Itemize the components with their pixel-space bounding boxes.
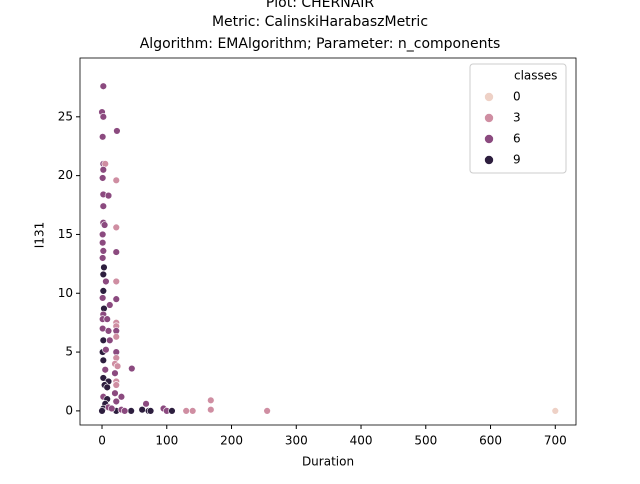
point: [117, 393, 126, 401]
point: [127, 407, 135, 415]
point: [99, 202, 108, 210]
legend-marker: [484, 155, 494, 165]
point: [99, 287, 108, 295]
point: [98, 254, 107, 262]
x-tick-label: 600: [479, 434, 502, 448]
point: [98, 238, 107, 247]
x-axis-label: Duration: [302, 455, 354, 469]
point: [102, 346, 110, 354]
point: [113, 127, 121, 135]
point: [100, 263, 108, 272]
point: [112, 277, 120, 286]
legend-box: [469, 63, 567, 174]
legend-label: 3: [513, 111, 521, 125]
point: [99, 336, 108, 345]
point: [99, 113, 108, 121]
legend-marker: [484, 134, 494, 144]
point: [99, 166, 108, 174]
axes-frame: [79, 57, 577, 426]
point: [146, 407, 155, 415]
point: [112, 295, 120, 303]
point: [99, 356, 108, 365]
x-tick-label: 200: [220, 434, 243, 448]
point: [100, 221, 109, 229]
point: [112, 397, 120, 406]
point: [120, 407, 129, 415]
x-tick-label: 400: [350, 434, 373, 448]
legend-label: 0: [513, 90, 521, 104]
point: [182, 407, 190, 415]
point: [551, 407, 559, 415]
y-tick-label: 5: [65, 345, 73, 359]
point: [98, 407, 106, 415]
x-tick-label: 700: [544, 434, 567, 448]
point: [99, 270, 108, 279]
legend-label: 9: [513, 153, 521, 167]
point: [111, 389, 119, 397]
point: [207, 406, 215, 414]
point: [104, 191, 113, 200]
plot-area: [98, 82, 559, 415]
y-tick-label: 15: [58, 227, 73, 241]
point: [102, 277, 110, 286]
y-tick-label: 0: [65, 403, 73, 417]
point: [138, 406, 146, 414]
point: [103, 383, 111, 392]
point: [112, 223, 120, 232]
point: [99, 247, 108, 255]
point: [207, 396, 215, 404]
x-tick-label: 0: [98, 434, 106, 448]
x-tick-label: 100: [155, 434, 178, 448]
x-tick-label: 500: [414, 434, 437, 448]
point: [106, 301, 114, 309]
y-axis-label: I131: [33, 222, 47, 248]
point: [98, 294, 107, 302]
legend-title: classes: [514, 69, 557, 83]
point: [99, 374, 108, 382]
point: [101, 366, 109, 374]
point: [112, 333, 120, 341]
point: [112, 248, 120, 256]
point: [104, 327, 113, 335]
legend-marker: [484, 113, 494, 123]
point: [98, 133, 107, 141]
point: [112, 176, 120, 185]
point: [113, 362, 122, 370]
point: [103, 315, 111, 323]
x-tick-label: 300: [285, 434, 308, 448]
y-tick-label: 20: [58, 168, 73, 182]
point: [106, 336, 114, 345]
y-tick-label: 10: [58, 286, 73, 300]
point: [108, 404, 116, 413]
point: [188, 407, 197, 415]
point: [98, 174, 107, 182]
chart-title: Metric: CalinskiHarabaszMetric: [212, 14, 428, 30]
point: [168, 407, 176, 415]
legend-marker: [484, 92, 494, 102]
point: [111, 369, 119, 377]
chart-title: Plot: CHERNAIR: [266, 0, 375, 11]
point: [263, 407, 271, 415]
point: [98, 230, 107, 239]
point: [142, 400, 150, 408]
chart-title: Algorithm: EMAlgorithm; Parameter: n_com…: [140, 36, 501, 52]
point: [128, 364, 136, 373]
point: [99, 82, 108, 90]
legend-label: 6: [513, 132, 521, 146]
y-tick-label: 25: [58, 109, 73, 123]
point: [112, 381, 120, 389]
